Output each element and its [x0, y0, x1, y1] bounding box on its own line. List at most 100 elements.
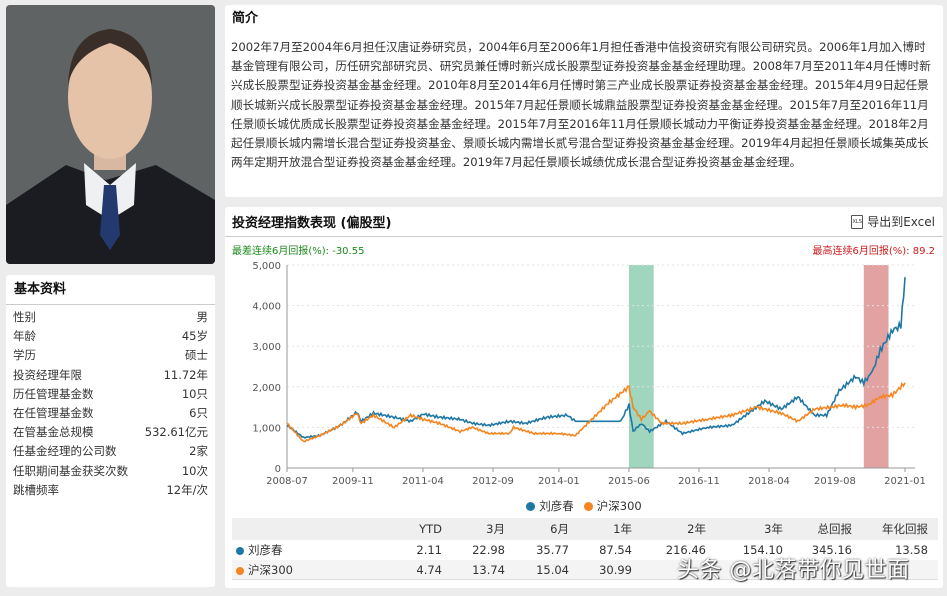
info-row: 投资经理年限 11.72年 — [6, 366, 215, 385]
return-value: 15.04 — [536, 563, 569, 577]
x-tick-label: 2009-11 — [332, 476, 374, 487]
legend-dot-icon — [583, 502, 593, 511]
x-tick-label: 2015-06 — [608, 476, 650, 487]
x-tick-label: 2014-01 — [538, 476, 580, 487]
export-label: 导出到Excel — [867, 215, 935, 229]
performance-line-chart: 0 1,000 2,000 3,000 4,000 5,000 2008-07 2009-11… — [252, 261, 926, 487]
info-value: 45岁 — [181, 329, 208, 344]
x-tick-label: 2019-08 — [814, 476, 856, 487]
row-name: 沪深300 — [232, 560, 382, 579]
column-header — [232, 518, 382, 540]
return-value: 345.16 — [811, 543, 852, 557]
info-label: 任基金经理的公司数 — [13, 444, 117, 459]
row-name: 刘彦春 — [232, 540, 382, 560]
info-row: 历任管理基金数 10只 — [6, 385, 215, 404]
y-tick-label: 4,000 — [252, 302, 281, 313]
table-row: 刘彦春 2.11 22.98 35.77 87.54 216.46 154.10 345.16… — [232, 540, 938, 560]
info-row: 年龄 45岁 — [6, 327, 215, 346]
column-header: 3月 — [486, 522, 505, 536]
info-value: 2家 — [189, 444, 208, 459]
x-tick-label: 2021-01 — [884, 476, 926, 487]
info-label: 在管基金总规模 — [13, 425, 94, 440]
info-row: 任基金经理的公司数 2家 — [6, 442, 215, 461]
x-tick-label: 2008-07 — [266, 476, 308, 487]
return-value: 87.54 — [599, 543, 632, 557]
watermark: 头条 @北落带你见世面 — [677, 558, 910, 583]
legend-dot-icon — [526, 502, 536, 511]
basic-info-panel: 基本资料 性别 男年龄 45岁学历 硕士投资经理年限 11.72年历任管理基金数 10只在… — [6, 275, 215, 587]
return-value: 216.46 — [665, 543, 706, 557]
return-value: 2.11 — [416, 543, 442, 557]
index-performance-panel: 投资经理指数表现 (偏股型) XLS 导出到Excel 最差连续6月回报(%):… — [225, 207, 943, 588]
column-header: 年化回报 — [882, 522, 928, 536]
legend-item[interactable]: 沪深300 — [583, 498, 642, 514]
basic-info-title: 基本资料 — [6, 275, 215, 305]
portrait-image — [6, 5, 215, 264]
xls-file-icon: XLS — [851, 214, 864, 229]
info-row: 性别 男 — [6, 308, 215, 327]
y-tick-label: 5,000 — [252, 261, 281, 272]
worst-period-band — [628, 265, 654, 468]
info-value: 硕士 — [185, 348, 208, 363]
series-dot-icon — [236, 547, 244, 555]
info-row: 在任管理基金数 6只 — [6, 404, 215, 423]
info-value: 11.72年 — [163, 367, 208, 382]
info-label: 投资经理年限 — [13, 367, 82, 382]
intro-text: 2002年7月至2004年6月担任汉唐证券研究员，2004年6月至2006年1月… — [231, 40, 931, 170]
series-line-0 — [286, 277, 906, 439]
intro-panel: 简介 2002年7月至2004年6月担任汉唐证券研究员，2004年6月至2006… — [225, 5, 943, 197]
return-value: 22.98 — [472, 543, 505, 557]
legend-label: 沪深300 — [596, 499, 642, 513]
return-value: 13.58 — [895, 543, 928, 557]
info-row: 任职期间基金获奖次数 10次 — [6, 462, 215, 481]
info-label: 学历 — [13, 348, 36, 363]
returns-table: YTD 3月 6月 1年 2年 3年 总回报 年化回报刘彦春 2.11 22.98 35.77 87.… — [232, 518, 938, 580]
row-label: 刘彦春 — [248, 543, 283, 557]
return-value: 35.77 — [536, 543, 569, 557]
return-value: 4.74 — [416, 563, 442, 577]
info-label: 历任管理基金数 — [13, 386, 94, 401]
intro-title: 简介 — [232, 11, 259, 26]
info-label: 跳槽频率 — [13, 482, 59, 497]
chart-legend: 刘彦春 沪深300 — [225, 498, 943, 514]
x-tick-label: 2018-04 — [748, 476, 790, 487]
series-line-1 — [286, 381, 906, 443]
info-label: 任职期间基金获奖次数 — [13, 463, 128, 478]
return-value: 154.10 — [742, 543, 783, 557]
x-tick-label: 2016-11 — [678, 476, 720, 487]
export-excel-button[interactable]: XLS 导出到Excel — [851, 213, 935, 230]
info-value: 10只 — [181, 386, 208, 401]
manager-photo — [6, 5, 215, 264]
column-header: 总回报 — [817, 522, 853, 536]
return-value: 30.99 — [599, 563, 632, 577]
info-value: 男 — [196, 310, 209, 324]
column-header: 2年 — [687, 522, 706, 536]
column-header: 1年 — [613, 522, 632, 536]
best-6m-return: 最高连续6月回报(%): 89.2 — [812, 246, 935, 257]
table-row: 沪深300 4.74 13.74 15.04 30.99 — [232, 560, 938, 580]
y-tick-label: 2,000 — [252, 383, 281, 394]
info-value: 6只 — [189, 405, 208, 420]
x-tick-label: 2011-04 — [402, 476, 444, 487]
x-tick-label: 2012-09 — [472, 476, 514, 487]
info-row: 跳槽频率 12年/次 — [6, 481, 215, 500]
row-label: 沪深300 — [248, 563, 293, 577]
table-header: YTD 3月 6月 1年 2年 3年 总回报 年化回报 — [232, 518, 938, 540]
legend-item[interactable]: 刘彦春 — [526, 498, 574, 514]
column-header: 3年 — [764, 522, 783, 536]
info-label: 性别 — [13, 310, 36, 324]
info-row: 学历 硕士 — [6, 346, 215, 365]
info-value: 10次 — [181, 463, 208, 478]
series-dot-icon — [236, 567, 244, 575]
column-header: YTD — [419, 522, 442, 536]
return-value: 13.74 — [472, 563, 505, 577]
info-label: 在任管理基金数 — [13, 405, 94, 420]
info-label: 年龄 — [13, 329, 36, 344]
info-value: 12年/次 — [166, 482, 208, 497]
info-row: 在管基金总规模 532.61亿元 — [6, 423, 215, 442]
legend-label: 刘彦春 — [539, 499, 574, 513]
y-tick-label: 1,000 — [252, 423, 281, 434]
worst-6m-return: 最差连续6月回报(%): -30.55 — [232, 246, 365, 257]
column-header: 6月 — [550, 522, 569, 536]
y-tick-label: 3,000 — [252, 342, 281, 353]
